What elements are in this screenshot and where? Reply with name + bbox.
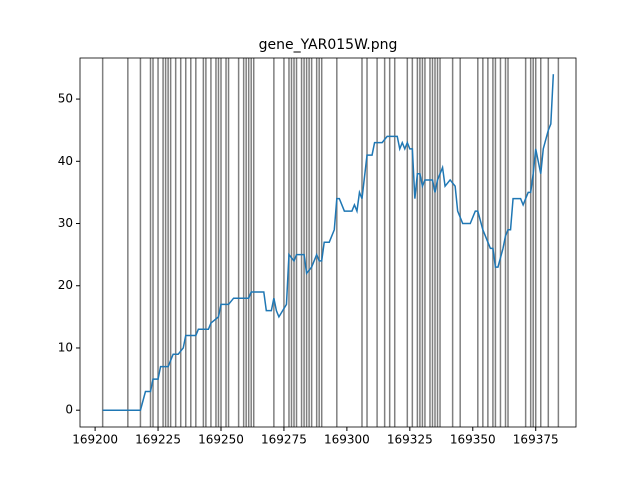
y-tick-label: 50 xyxy=(58,92,73,106)
y-tick-label: 10 xyxy=(58,340,73,354)
y-tick-label: 20 xyxy=(58,278,73,292)
x-tick-label: 169350 xyxy=(450,433,496,447)
x-tick-label: 169225 xyxy=(135,433,181,447)
plot-frame xyxy=(79,57,577,428)
chart-title: gene_YAR015W.png xyxy=(259,37,398,53)
y-tick-label: 0 xyxy=(65,403,73,417)
x-tick-label: 169325 xyxy=(387,433,433,447)
x-tick-label: 169275 xyxy=(261,433,307,447)
x-tick-label: 169375 xyxy=(513,433,559,447)
y-tick-label: 40 xyxy=(58,154,73,168)
x-tick-label: 169250 xyxy=(198,433,244,447)
x-tick-label: 169300 xyxy=(324,433,370,447)
data-line xyxy=(102,74,555,411)
y-tick-label: 30 xyxy=(58,216,73,230)
x-tick-label: 169200 xyxy=(72,433,118,447)
